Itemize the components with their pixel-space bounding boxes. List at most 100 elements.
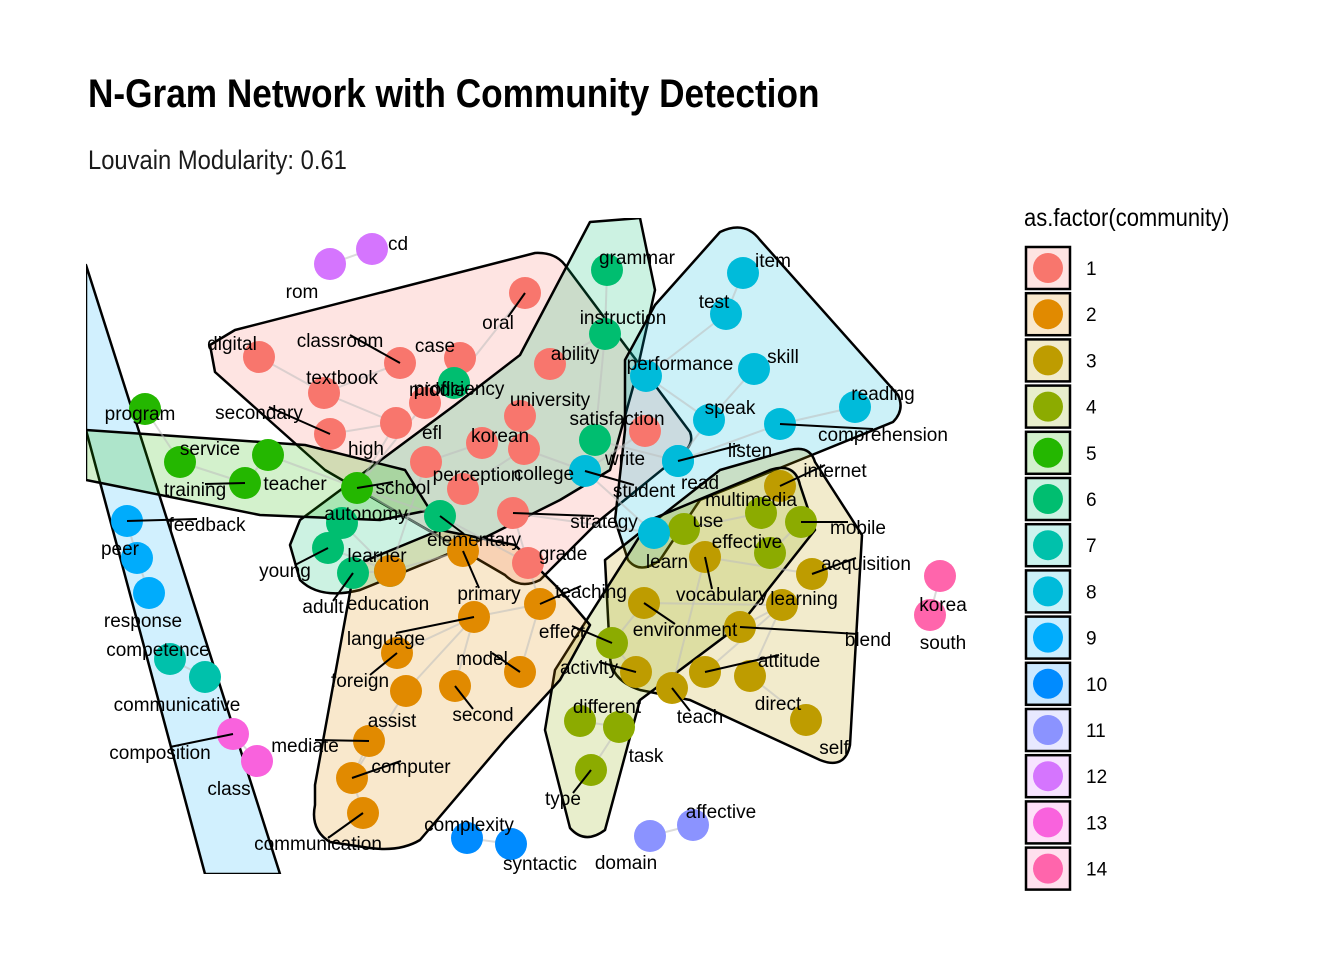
edge-learning-environment xyxy=(643,602,783,606)
node-label-learn: learn xyxy=(646,552,688,573)
node-label-foreign: foreign xyxy=(331,671,389,692)
legend-swatch-13 xyxy=(1033,807,1063,838)
edge-acquisition-vocabulary xyxy=(704,556,813,575)
label-leader-teaching xyxy=(539,585,582,605)
node-multimedia xyxy=(745,497,777,529)
node-speak xyxy=(693,404,725,436)
node-label-computer: computer xyxy=(371,757,451,778)
label-leader-environment xyxy=(643,602,676,625)
label-leader-foreign xyxy=(369,652,398,676)
node-label-write: write xyxy=(604,449,645,470)
node-grammar xyxy=(591,254,623,286)
label-leader-acquisition xyxy=(811,557,857,575)
nodes xyxy=(111,233,956,860)
node-label-blend: blend xyxy=(845,630,892,651)
node-label-direct: direct xyxy=(755,694,802,715)
label-leader-adult xyxy=(332,572,354,602)
label-leader-composition xyxy=(169,733,234,748)
node-label-environment: environment xyxy=(633,620,738,641)
legend-swatch-11 xyxy=(1033,715,1063,745)
node-cd xyxy=(356,233,388,265)
node-label-internet: internet xyxy=(803,461,867,482)
legend-swatch-2 xyxy=(1033,299,1063,330)
node-grade xyxy=(512,547,544,579)
legend-label-10: 10 xyxy=(1086,675,1107,696)
node-reading xyxy=(839,391,871,423)
label-leader-young xyxy=(294,547,329,566)
node-label-satisfaction: satisfaction xyxy=(569,409,664,430)
label-leader-mediate xyxy=(314,739,370,742)
label-leader-model xyxy=(491,652,521,673)
legend-title: as.factor(community) xyxy=(1024,204,1230,232)
legend-swatch-5 xyxy=(1033,437,1063,468)
label-leader-student xyxy=(584,470,635,486)
node-label-domain: domain xyxy=(595,853,657,874)
node-label-multimedia: multimedia xyxy=(705,490,797,511)
legend-item-12: 12 xyxy=(1024,753,1107,799)
node-autonomy xyxy=(326,507,358,539)
node-label-different: different xyxy=(573,697,642,718)
legend-item-7: 7 xyxy=(1024,522,1097,568)
node-label-school: school xyxy=(376,478,431,499)
node-label-peer: peer xyxy=(101,539,140,560)
node-label-communication: communication xyxy=(254,834,382,855)
node-write xyxy=(579,424,611,456)
legend-item-3: 3 xyxy=(1024,338,1097,383)
node-label-language: language xyxy=(347,629,425,650)
node-label-assist: assist xyxy=(368,711,417,732)
node-performance xyxy=(630,360,662,392)
node-label-task: task xyxy=(629,746,664,767)
node-label-ability: ability xyxy=(551,344,600,365)
node-label-middle: middle xyxy=(409,380,465,401)
label-leader-oral xyxy=(507,292,526,318)
node-university xyxy=(504,400,536,432)
legend-swatch-4 xyxy=(1033,391,1063,422)
legend-swatch-6 xyxy=(1033,484,1063,514)
legend-label-2: 2 xyxy=(1086,305,1097,326)
node-label-feedback: feedback xyxy=(168,515,246,536)
node-satisfaction xyxy=(629,415,661,447)
node-label-activity: activity xyxy=(560,658,619,679)
node-label-effective: effective xyxy=(712,532,782,553)
label-leader-strategy xyxy=(512,512,595,517)
edge-assist-language xyxy=(405,616,475,692)
node-item xyxy=(727,257,759,289)
edge-read-comprehension xyxy=(677,423,781,462)
legend-label-4: 4 xyxy=(1086,398,1097,419)
label-leader-school xyxy=(356,481,394,489)
label-leader-second xyxy=(454,685,474,710)
legend-label-13: 13 xyxy=(1086,813,1107,834)
node-skill xyxy=(738,353,770,385)
legend-label-3: 3 xyxy=(1086,351,1097,372)
node-case xyxy=(444,342,476,374)
legend-item-6: 6 xyxy=(1024,476,1097,522)
edge-strategy-learn xyxy=(512,512,655,534)
node-label-communicative: communicative xyxy=(114,695,241,716)
label-leader-activity xyxy=(598,661,637,673)
node-label-south: south xyxy=(920,633,966,654)
node-label-education: education xyxy=(347,594,429,615)
node-label-autonomy: autonomy xyxy=(324,504,408,525)
label-leader-listen xyxy=(677,444,741,462)
node-digital xyxy=(243,341,275,373)
node-label-response: response xyxy=(104,611,182,632)
legend-label-1: 1 xyxy=(1086,259,1097,280)
chart-title: N-Gram Network with Community Detection xyxy=(88,72,820,116)
label-leader-teach xyxy=(671,687,691,712)
node-label-type: type xyxy=(545,789,581,810)
legend-item-14: 14 xyxy=(1024,846,1108,891)
node-label-high: high xyxy=(348,439,384,460)
node-label-case: case xyxy=(415,336,455,357)
node-label-college: college xyxy=(514,464,574,485)
legend-swatch-1 xyxy=(1033,253,1063,283)
node-education xyxy=(374,555,406,587)
node-label-affective: affective xyxy=(686,802,756,823)
node-label-grade: grade xyxy=(539,544,588,565)
node-peer xyxy=(121,542,153,574)
legend-item-1: 1 xyxy=(1024,245,1097,291)
node-label-service: service xyxy=(180,439,240,460)
node-label-student: student xyxy=(613,481,676,502)
node-ability xyxy=(534,348,566,380)
